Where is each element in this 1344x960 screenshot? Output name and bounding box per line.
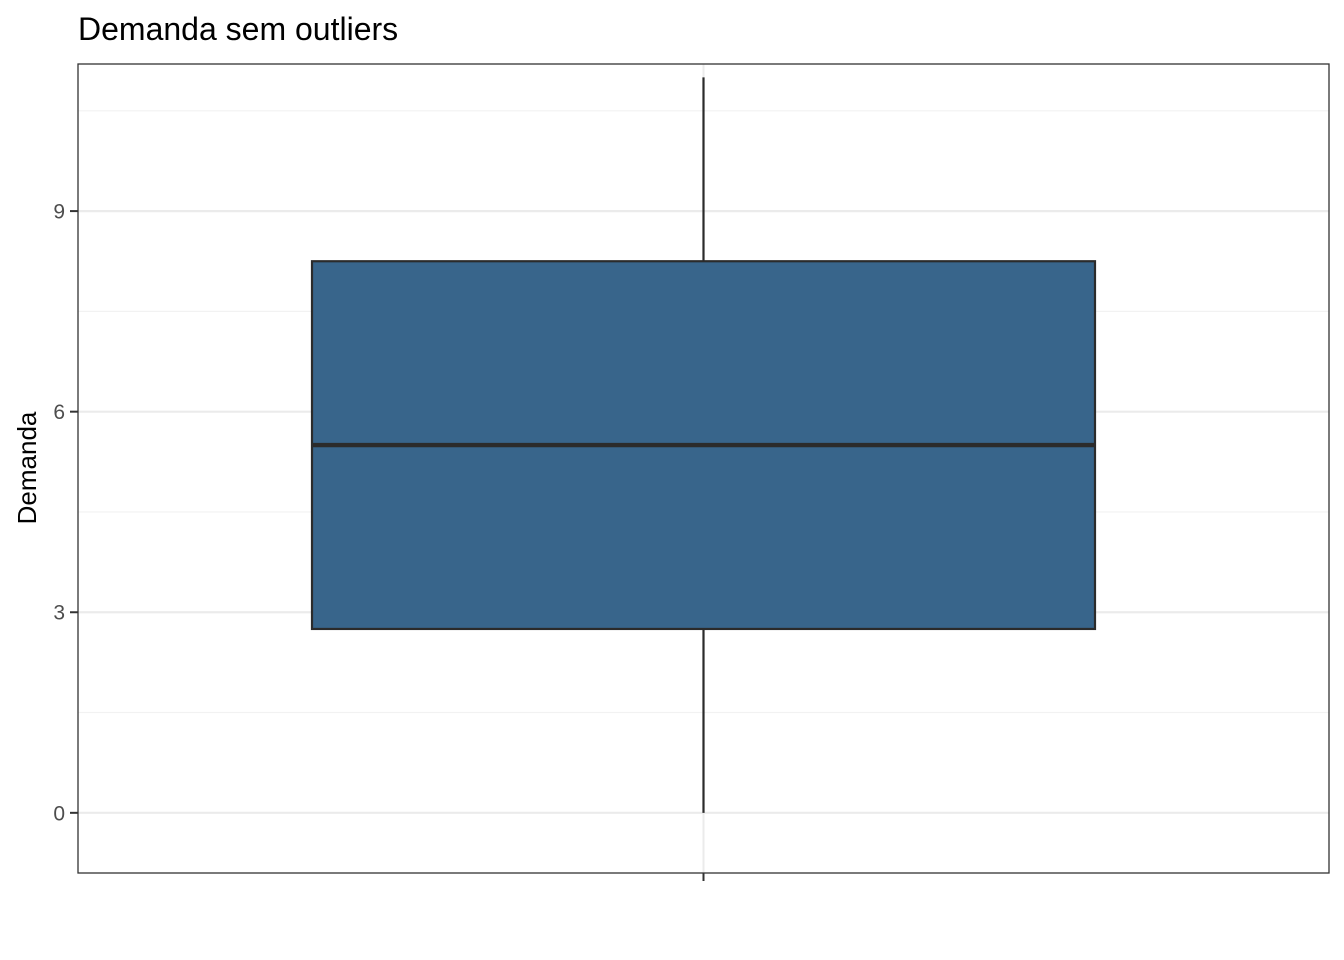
chart-title: Demanda sem outliers (78, 11, 398, 47)
y-tick-label-3: 9 (53, 201, 65, 224)
y-tick-label-1: 3 (53, 602, 65, 625)
y-axis-label: Demanda (12, 411, 42, 524)
y-tick-label-0: 0 (53, 802, 65, 825)
y-axis-ticks: 0 3 6 9 (53, 201, 78, 825)
y-tick-label-2: 6 (53, 401, 65, 424)
